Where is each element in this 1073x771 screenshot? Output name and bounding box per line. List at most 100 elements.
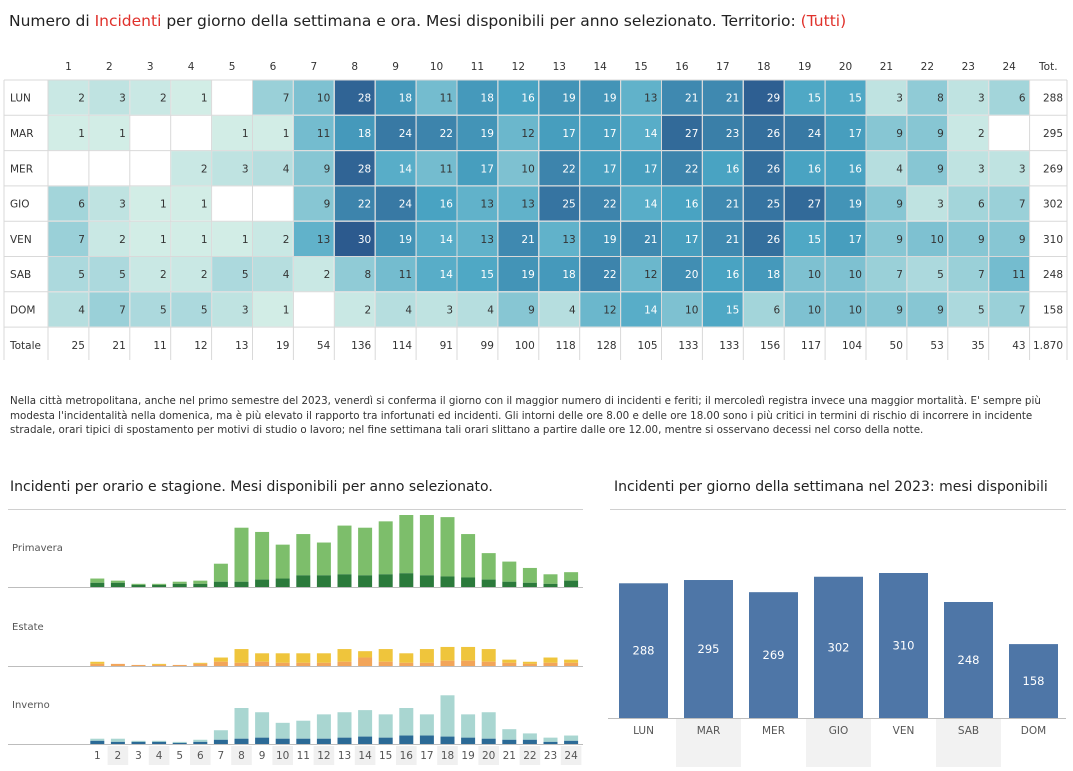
heatmap-cell: [333, 220, 376, 257]
heatmap-cell-value: 2: [160, 269, 167, 281]
season-bar-light: [193, 662, 208, 664]
heatmap-cell: [620, 114, 662, 152]
column-total: 53: [930, 340, 943, 352]
heatmap-cell-value: 21: [726, 234, 739, 246]
heatmap-cell-value: 3: [446, 304, 453, 316]
season-bar-light: [440, 517, 455, 577]
heatmap-cell-value: 14: [399, 163, 413, 175]
season-bar-light: [564, 659, 579, 663]
season-bar-dark: [522, 739, 537, 744]
heatmap-cell-value: 9: [528, 304, 535, 316]
season-bar-dark: [110, 741, 125, 744]
weekly-bar-value: 288: [633, 644, 655, 658]
season-bar-light: [275, 653, 290, 663]
hour-band: [313, 746, 335, 765]
heatmap-cell: [292, 150, 335, 187]
heatmap-cell-value: 7: [283, 93, 290, 105]
heatmap-cell-value: 12: [644, 269, 657, 281]
column-total: 13: [235, 340, 248, 352]
row-total: 248: [1043, 269, 1063, 281]
heatmap-cell-value: 7: [119, 304, 126, 316]
hour-header: 7: [311, 61, 318, 73]
heatmap-cell-value: 22: [358, 199, 371, 211]
weekly-bar: [879, 573, 928, 718]
season-bar-light: [90, 738, 105, 741]
heatmap-cell-value: 5: [242, 269, 249, 281]
heatmap-cell-value: 7: [978, 269, 985, 281]
heatmap-cell-value: 13: [644, 93, 657, 105]
heatmap-cell-value: 1: [242, 234, 249, 246]
heatmap-cell-value: 16: [808, 163, 822, 175]
weekly-bar-value: 269: [763, 648, 785, 662]
heatmap-cell-value: 24: [399, 199, 413, 211]
season-bar-light: [378, 649, 393, 662]
season-bar-dark: [152, 584, 167, 587]
season-bar-dark: [172, 742, 187, 744]
heatmap-cell-value: 19: [481, 128, 494, 140]
season-bar-dark: [358, 657, 373, 666]
heatmap-cell-value: 4: [78, 304, 85, 316]
season-bar-light: [419, 714, 434, 736]
row-total: 310: [1043, 234, 1063, 246]
heatmap-cell: [170, 220, 213, 257]
heatmap-cell-value: 19: [399, 234, 412, 246]
hour-tick-label: 10: [276, 750, 289, 762]
heatmap-cell: [579, 291, 622, 328]
season-bar-dark: [337, 737, 352, 744]
heatmap-cell-value: 14: [644, 128, 658, 140]
heatmap-cell-value: 2: [201, 269, 208, 281]
weekly-bar: [814, 576, 863, 718]
heatmap-cell-value: 1: [201, 234, 208, 246]
heatmap-cell: [88, 79, 131, 116]
heatmap-cell: [333, 291, 376, 328]
season-bar-light: [110, 580, 125, 583]
heatmap-cell-value: 15: [849, 93, 862, 105]
season-label: Primavera: [12, 543, 63, 554]
heatmap-cell-value: 2: [160, 93, 167, 105]
weekly-bar-value: 295: [698, 642, 720, 656]
heatmap-cell: [947, 220, 990, 257]
season-bar-light: [522, 567, 537, 583]
season-bar-dark: [172, 664, 187, 666]
heatmap-cell-value: 2: [78, 93, 85, 105]
heatmap-cell-value: 4: [896, 163, 903, 175]
column-total: 25: [72, 340, 85, 352]
heatmap-cell-value: 5: [78, 269, 85, 281]
season-bar-dark: [255, 661, 270, 666]
heatmap-cell-value: 6: [978, 199, 985, 211]
season-bar-dark: [419, 662, 434, 666]
weekly-bar-value: 158: [1023, 674, 1045, 688]
heatmap-cell-value: 14: [440, 234, 454, 246]
hour-header: 1: [65, 61, 72, 73]
hour-header: 23: [962, 61, 975, 73]
hour-tick-label: 12: [317, 750, 330, 762]
heatmap-cell-value: 15: [726, 304, 739, 316]
heatmap-cell-value: 2: [978, 128, 985, 140]
season-bar-dark: [296, 662, 311, 666]
heatmap-cell-value: 18: [767, 269, 780, 281]
heatmap-cell-value: 11: [440, 163, 453, 175]
day-tick-label: VEN: [893, 725, 915, 737]
season-bar-light: [193, 580, 208, 584]
heatmap-cell-value: 10: [849, 304, 862, 316]
season-bar-dark: [522, 663, 537, 666]
heatmap-cell-value: 24: [399, 128, 413, 140]
season-bar-light: [234, 527, 249, 582]
weekly-bar: [684, 580, 733, 718]
heatmap-cell-value: 3: [937, 199, 944, 211]
heatmap-cell-value: 8: [365, 269, 372, 281]
heatmap-cell-value: 10: [521, 163, 534, 175]
heatmap-cell: [456, 79, 499, 116]
season-bar-dark: [502, 581, 517, 587]
heatmap-cell-value: 22: [440, 128, 453, 140]
heatmap-cell-value: 7: [1019, 199, 1026, 211]
heatmap-cell-value: 17: [603, 128, 616, 140]
season-bar-light: [296, 534, 311, 576]
weekly-bar: [944, 602, 993, 718]
column-total: 12: [194, 340, 207, 352]
heatmap-cell-value: 17: [603, 163, 616, 175]
heatmap-cell-value: 4: [569, 304, 576, 316]
season-bar-light: [481, 712, 496, 739]
season-bar-light: [316, 542, 331, 576]
heatmap-cell-value: 25: [562, 199, 575, 211]
